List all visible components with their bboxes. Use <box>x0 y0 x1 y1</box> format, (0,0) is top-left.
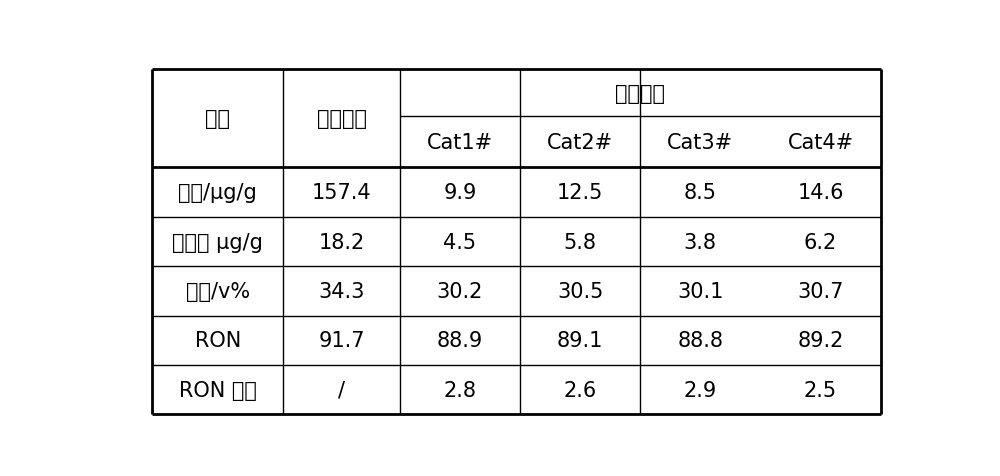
Text: 157.4: 157.4 <box>312 183 371 203</box>
Text: 2.8: 2.8 <box>443 380 476 400</box>
Text: 89.1: 89.1 <box>557 331 603 350</box>
Text: 6.2: 6.2 <box>804 232 837 252</box>
Text: 2.5: 2.5 <box>804 380 837 400</box>
Text: Cat3#: Cat3# <box>667 133 733 153</box>
Text: 18.2: 18.2 <box>318 232 365 252</box>
Text: /: / <box>338 380 345 400</box>
Text: 5.8: 5.8 <box>564 232 597 252</box>
Text: 30.5: 30.5 <box>557 281 603 301</box>
Text: 14.6: 14.6 <box>797 183 844 203</box>
Text: RON: RON <box>195 331 241 350</box>
Text: Cat4#: Cat4# <box>787 133 854 153</box>
Text: 12.5: 12.5 <box>557 183 603 203</box>
Text: RON 损失: RON 损失 <box>179 380 257 400</box>
Text: 30.2: 30.2 <box>437 281 483 301</box>
Text: 总硫/μg/g: 总硫/μg/g <box>178 183 257 203</box>
Text: 9.9: 9.9 <box>443 183 477 203</box>
Text: 硫醇硫 μg/g: 硫醇硫 μg/g <box>172 232 263 252</box>
Text: 91.7: 91.7 <box>318 331 365 350</box>
Text: 烯烃/v%: 烯烃/v% <box>186 281 250 301</box>
Text: 88.9: 88.9 <box>437 331 483 350</box>
Text: 34.3: 34.3 <box>318 281 365 301</box>
Text: 4.5: 4.5 <box>443 232 476 252</box>
Text: 89.2: 89.2 <box>797 331 844 350</box>
Text: 项目: 项目 <box>205 109 230 129</box>
Text: Cat2#: Cat2# <box>547 133 613 153</box>
Text: 2.9: 2.9 <box>684 380 717 400</box>
Text: 汽油原料: 汽油原料 <box>317 109 367 129</box>
Text: 30.7: 30.7 <box>797 281 844 301</box>
Text: 3.8: 3.8 <box>684 232 717 252</box>
Text: 汽油产品: 汽油产品 <box>615 83 665 103</box>
Text: 2.6: 2.6 <box>563 380 597 400</box>
Text: 8.5: 8.5 <box>684 183 717 203</box>
Text: 88.8: 88.8 <box>677 331 723 350</box>
Text: 30.1: 30.1 <box>677 281 724 301</box>
Text: Cat1#: Cat1# <box>427 133 493 153</box>
